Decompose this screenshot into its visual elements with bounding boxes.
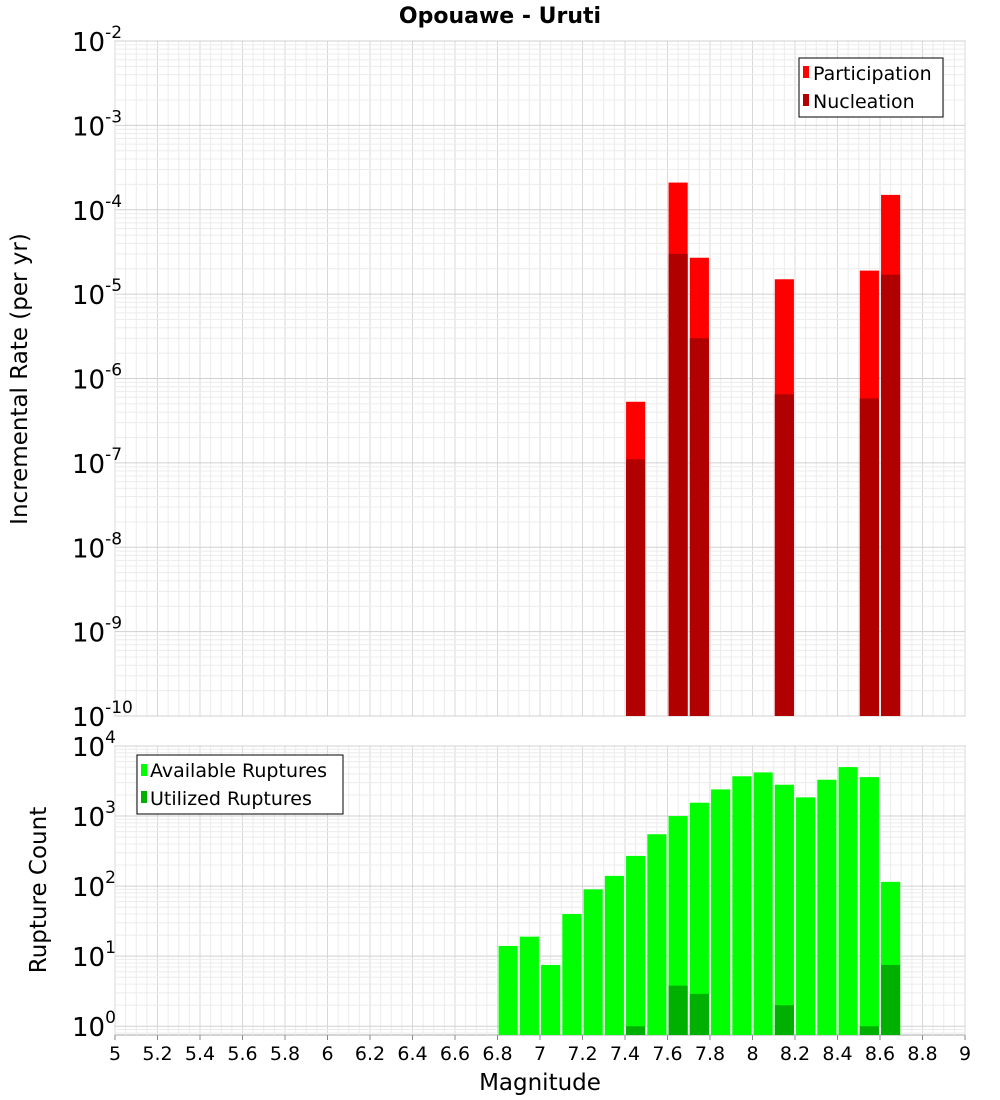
legend-label-utilized: Utilized Ruptures <box>150 788 312 810</box>
top-gridlines <box>114 40 966 717</box>
bar-available-ruptures <box>817 779 837 1035</box>
bar-available-ruptures <box>519 936 539 1035</box>
y-tick-label: 10-9 <box>72 614 122 649</box>
bar-utilized-ruptures <box>774 1005 794 1035</box>
x-ticks: 5 5.2 5.4 5.6 5.8 6 6.2 6.4 6.6 6.8 7 7.2 7.4 7.6 7.8 8… <box>109 1035 971 1065</box>
bar-available-ruptures <box>541 964 561 1035</box>
x-tick-label: 7 <box>534 1043 546 1065</box>
top-legend-box <box>798 57 944 118</box>
y-tick-label: 10-8 <box>72 529 122 564</box>
y-tick-label: 10-2 <box>72 23 122 58</box>
legend-swatch-utilized <box>141 791 147 803</box>
top-panel: 10-2 10-3 10-4 10-5 10-6 10-7 10-8 10-9 10-10 Op… <box>7 4 966 733</box>
bar-available-ruptures <box>562 914 582 1035</box>
bar-available-ruptures <box>774 784 794 1035</box>
top-y-ticks: 10-2 10-3 10-4 10-5 10-6 10-7 10-8 10-9 10-10 <box>72 23 133 733</box>
x-tick-label: 7.6 <box>652 1043 682 1065</box>
bar-nucleation <box>626 459 646 716</box>
y-tick-label: 10-5 <box>72 276 122 311</box>
bar-available-ruptures <box>838 767 858 1035</box>
x-axis-label: Magnitude <box>479 1070 601 1096</box>
bar-nucleation <box>859 398 879 716</box>
bar-available-ruptures <box>604 875 624 1035</box>
x-tick-label: 6.8 <box>482 1043 512 1065</box>
x-tick-label: 8.8 <box>907 1043 937 1065</box>
bar-available-ruptures <box>796 797 816 1035</box>
bottom-y-axis-label: Rupture Count <box>26 807 52 973</box>
y-tick-label: 10-4 <box>72 192 122 227</box>
x-tick-label: 6.4 <box>397 1043 427 1065</box>
bar-available-ruptures <box>732 776 752 1035</box>
y-tick-label: 102 <box>72 868 116 903</box>
x-tick-label: 6 <box>321 1043 333 1065</box>
bottom-legend: Available Ruptures Utilized Ruptures <box>136 754 344 815</box>
bar-nucleation <box>689 338 709 716</box>
legend-label-nucleation: Nucleation <box>813 91 915 113</box>
y-tick-label: 103 <box>72 798 116 833</box>
legend-swatch-available <box>141 764 147 776</box>
bar-utilized-ruptures <box>668 985 688 1035</box>
bar-available-ruptures <box>668 816 688 1035</box>
bar-available-ruptures <box>626 855 646 1035</box>
bar-nucleation <box>881 274 901 716</box>
x-tick-label: 9 <box>959 1043 971 1065</box>
x-tick-label: 5.4 <box>185 1043 215 1065</box>
y-tick-label: 10-6 <box>72 361 122 396</box>
x-tick-label: 8.6 <box>865 1043 895 1065</box>
bar-available-ruptures <box>583 889 603 1035</box>
bar-nucleation <box>668 253 688 716</box>
bottom-bars <box>498 767 901 1035</box>
bar-available-ruptures <box>859 777 879 1035</box>
bar-utilized-ruptures <box>859 1026 879 1035</box>
bottom-panel: 104 103 102 101 100 5 5.2 5.4 5.6 5.8 6 6.2 6.4 6.6 6… <box>26 728 971 1096</box>
x-tick-label: 7.4 <box>610 1043 640 1065</box>
legend-swatch-nucleation <box>803 94 809 106</box>
bar-utilized-ruptures <box>626 1026 646 1035</box>
x-tick-label: 5.2 <box>142 1043 172 1065</box>
legend-label-available: Available Ruptures <box>150 760 327 782</box>
x-tick-label: 8.2 <box>780 1043 810 1065</box>
top-y-axis-label: Incremental Rate (per yr) <box>7 233 33 525</box>
y-tick-label: 10-7 <box>72 445 122 480</box>
x-tick-label: 8 <box>746 1043 758 1065</box>
y-tick-label: 104 <box>72 728 116 763</box>
x-tick-label: 5.6 <box>227 1043 257 1065</box>
bar-utilized-ruptures <box>881 964 901 1035</box>
x-tick-label: 8.4 <box>822 1043 852 1065</box>
bar-utilized-ruptures <box>689 993 709 1035</box>
bar-available-ruptures <box>647 834 667 1035</box>
x-tick-label: 7.8 <box>695 1043 725 1065</box>
y-tick-label: 100 <box>72 1008 116 1043</box>
x-tick-label: 5 <box>109 1043 121 1065</box>
legend-swatch-participation <box>803 66 809 78</box>
top-bars <box>626 182 901 716</box>
x-tick-label: 5.8 <box>270 1043 300 1065</box>
bar-available-ruptures <box>753 772 773 1035</box>
bottom-legend-box <box>136 754 344 815</box>
x-tick-label: 6.6 <box>440 1043 470 1065</box>
y-tick-label: 10-3 <box>72 107 122 142</box>
bottom-y-ticks: 104 103 102 101 100 <box>72 728 116 1043</box>
bar-available-ruptures <box>689 802 709 1035</box>
bottom-gridlines <box>114 745 966 1035</box>
chart-title: Opouawe - Uruti <box>399 4 601 29</box>
x-tick-label: 7.2 <box>567 1043 597 1065</box>
legend-label-participation: Participation <box>813 63 932 85</box>
x-tick-label: 6.2 <box>355 1043 385 1065</box>
bar-available-ruptures <box>498 945 518 1035</box>
bar-nucleation <box>774 394 794 716</box>
y-tick-label: 101 <box>72 938 116 973</box>
top-legend: Participation Nucleation <box>798 57 944 118</box>
bar-available-ruptures <box>711 789 731 1035</box>
y-tick-label: 10-10 <box>72 698 133 733</box>
